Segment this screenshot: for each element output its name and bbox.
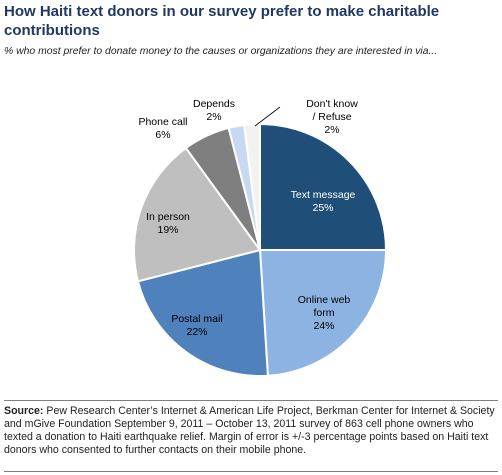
chart-title: How Haiti text donors in our survey pref…	[4, 3, 440, 39]
pie-slice-text-message	[259, 122, 388, 251]
pie-slice-in-person	[133, 146, 262, 283]
pie-slice-postal-mail	[136, 248, 269, 377]
slice-label-text-message: Text message 25%	[291, 189, 356, 214]
source-note: Source: Pew Research Center’s Internet &…	[4, 405, 498, 457]
slice-label-in-person: In person 19%	[146, 211, 190, 236]
pie-slice-online-web-form	[258, 249, 388, 377]
divider-bottom	[4, 471, 498, 472]
chart-subtitle: % who most prefer to donate money to the…	[4, 46, 438, 57]
slice-label-online-web-form: Online web form 24%	[298, 294, 351, 332]
pie-chart: Text message 25% Online web form 24% Postal m…	[133, 98, 388, 377]
slice-label-phone-call: Phone call 6%	[138, 116, 187, 141]
pie-slice-don-t-know-refuse	[243, 122, 261, 251]
leader-line	[254, 106, 281, 127]
slice-label-postal-mail: Postal mail 22%	[171, 313, 222, 338]
source-text: Pew Research Center’s Internet & America…	[4, 405, 495, 456]
slice-label-depends: Depends 2%	[193, 98, 235, 123]
slice-label-don-t-know-refuse: Don't know / Refuse 2%	[306, 98, 358, 136]
divider-top	[4, 400, 498, 401]
source-label: Source:	[4, 405, 44, 417]
